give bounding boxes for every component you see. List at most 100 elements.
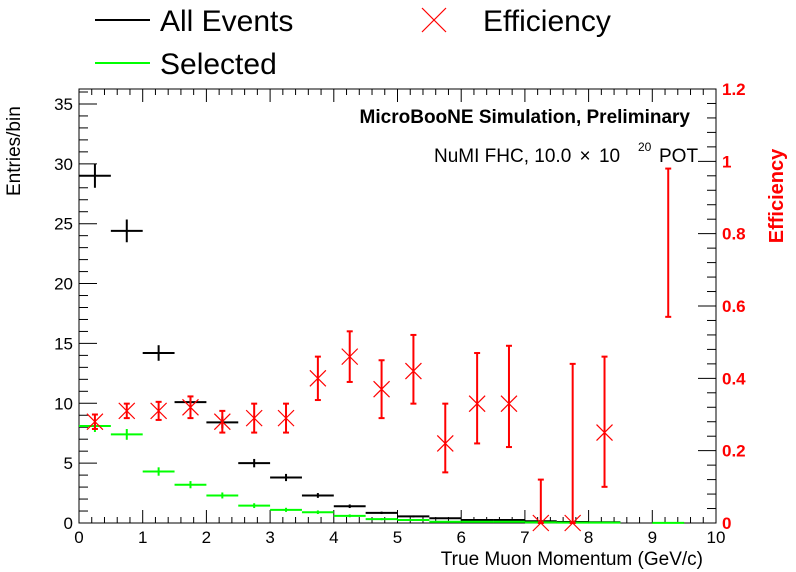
efficiency-point <box>341 330 359 383</box>
data-point <box>174 481 207 489</box>
efficiency-point <box>373 359 390 420</box>
data-point <box>429 517 462 520</box>
legend-item-selected: Selected <box>95 48 277 81</box>
data-point <box>238 503 271 509</box>
x-marker <box>373 380 390 398</box>
data-point <box>301 510 334 515</box>
data-point <box>206 492 239 499</box>
data-point <box>493 520 525 523</box>
x-tick-label: 10 <box>707 528 726 547</box>
efficiency-point <box>118 402 136 420</box>
y-tick-label: 20 <box>54 275 73 294</box>
y-tick-label: 15 <box>54 334 73 353</box>
data-point <box>397 515 430 518</box>
legend-swatch-efficiency <box>421 7 447 33</box>
data-point <box>110 429 143 440</box>
y2-axis-title: Efficiency <box>766 148 788 243</box>
x-marker <box>309 369 327 387</box>
y2-tick-label: 1.2 <box>722 80 746 99</box>
x-marker <box>277 409 295 427</box>
x-axis-title: True Muon Momentum (GeV/c) <box>441 549 703 570</box>
y2-tick-label: 1 <box>722 152 731 171</box>
y2-tick-label: 0.4 <box>722 369 746 388</box>
data-point <box>461 519 494 522</box>
data-point <box>365 518 398 521</box>
y-tick-label: 0 <box>64 514 73 533</box>
legend: All Events Efficiency Selected <box>95 5 611 81</box>
x-tick-label: 8 <box>584 528 593 547</box>
x-marker <box>500 395 518 413</box>
y-axis-right: 0 0.2 0.4 0.6 0.8 1 1.2 <box>698 80 746 533</box>
data-point <box>333 504 366 509</box>
efficiency-interval <box>665 167 672 318</box>
y2-tick-label: 0.8 <box>722 225 746 244</box>
data-point <box>79 163 111 188</box>
x-tick-label: 2 <box>202 528 211 547</box>
efficiency-point <box>405 333 422 405</box>
exposure-prefix: NuMI FHC, 10.0 <box>434 146 571 167</box>
data-point <box>365 511 398 515</box>
legend-label-all-events: All Events <box>160 5 293 38</box>
efficiency-point <box>532 478 550 532</box>
data-point <box>429 520 462 523</box>
x-tick-label: 9 <box>648 528 657 547</box>
legend-item-efficiency: Efficiency <box>421 5 611 38</box>
efficiency-point <box>245 402 263 434</box>
data-point <box>493 519 525 522</box>
annotation-exposure: NuMI FHC, 10.0 × 10 20 POT <box>434 140 698 167</box>
x-marker <box>468 395 486 413</box>
x-marker <box>213 413 231 431</box>
y-tick-label: 25 <box>54 215 73 234</box>
efficiency-point <box>500 344 518 449</box>
svg-text:NuMI FHC, 10.0 × 1: NuMI FHC, 10.0 × 10 <box>434 146 620 167</box>
legend-label-selected: Selected <box>160 48 277 81</box>
data-point <box>461 520 494 523</box>
data-point <box>270 507 302 512</box>
data-point <box>238 458 271 468</box>
exposure-base: 10 <box>599 146 620 167</box>
x-tick-label: 5 <box>393 528 402 547</box>
x-marker <box>564 514 582 532</box>
x-marker <box>86 413 104 431</box>
y2-tick-label: 0.6 <box>722 297 746 316</box>
y2-tick-label: 0.2 <box>722 442 746 461</box>
x-tick-label: 0 <box>74 528 83 547</box>
y-tick-label: 5 <box>64 454 73 473</box>
data-point <box>142 467 175 476</box>
x-marker <box>596 424 613 442</box>
efficiency-point <box>468 352 486 445</box>
annotation-simulation-label: MicroBooNE Simulation, Preliminary <box>360 107 691 128</box>
data-point <box>110 219 143 243</box>
y-tick-label: 30 <box>54 155 73 174</box>
y-tick-label: 35 <box>54 95 73 114</box>
y-axis-title: Entries/bin <box>4 106 25 196</box>
x-marker <box>341 348 359 366</box>
y-tick-label: 10 <box>54 394 73 413</box>
exposure-suffix: POT <box>659 146 698 167</box>
efficiency-point <box>182 395 199 420</box>
legend-item-all-events: All Events <box>95 5 293 38</box>
x-marker <box>405 362 422 380</box>
y2-tick-label: 0 <box>722 514 731 533</box>
x-marker <box>245 409 263 427</box>
x-marker <box>532 514 550 532</box>
x-tick-label: 1 <box>138 528 147 547</box>
data-point <box>301 493 334 498</box>
data-point <box>142 345 175 361</box>
exposure-times: × <box>580 146 591 167</box>
plot-frame <box>78 88 717 524</box>
y-axis-left: 0 5 10 15 20 25 30 35 <box>54 91 97 533</box>
data-point <box>270 473 302 482</box>
efficiency-point <box>564 362 582 532</box>
efficiency-point <box>150 400 168 421</box>
x-tick-label: 3 <box>265 528 274 547</box>
x-tick-label: 7 <box>520 528 529 547</box>
x-marker <box>150 402 168 420</box>
efficiency-point <box>596 355 613 488</box>
x-marker <box>118 402 136 420</box>
x-tick-label: 6 <box>456 528 465 547</box>
x-marker <box>436 435 454 452</box>
x-tick-label: 4 <box>329 528 338 547</box>
data-point <box>397 519 430 522</box>
